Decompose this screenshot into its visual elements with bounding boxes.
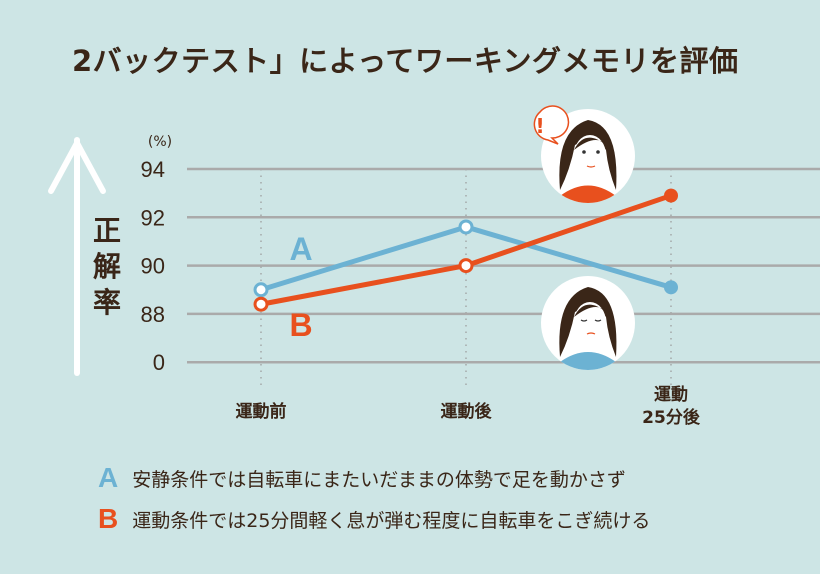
x-tick-label: 25分後: [642, 407, 701, 428]
page-title: 2バックテスト」によってワーキングメモリを評価: [72, 44, 739, 78]
legend-text-b: 運動条件では25分間軽く息が弾む程度に自転車をこぎ続ける: [132, 509, 651, 532]
legend-item-a: A 安静条件では自転車にまたいだままの体勢で足を動かさず: [98, 462, 626, 494]
legend-key-a: A: [98, 462, 119, 493]
data-point-b: [458, 258, 474, 274]
woman-alert-icon: [541, 109, 635, 203]
legend-text-a: 安静条件では自転車にまたいだままの体勢で足を動かさず: [132, 468, 626, 491]
y-tick-label: 0: [153, 350, 165, 375]
woman-tired-icon: [541, 276, 635, 370]
data-point-b: [253, 296, 269, 312]
y-axis-label: 正解率: [92, 214, 121, 319]
y-unit-label: (%): [148, 134, 172, 150]
x-tick-label: 運動: [654, 384, 688, 405]
data-point-a: [253, 282, 269, 298]
data-point-a: [664, 280, 678, 295]
x-tick-label: 運動前: [236, 401, 287, 422]
up-arrow-icon: [48, 137, 106, 376]
legend-item-b: B 運動条件では25分間軽く息が弾む程度に自転車をこぎ続ける: [98, 503, 650, 535]
series-label-a: A: [289, 231, 312, 267]
data-point-a: [458, 219, 474, 235]
x-tick-label: 運動後: [441, 401, 493, 422]
y-tick-label: 88: [141, 302, 165, 327]
svg-text:!: !: [535, 114, 544, 138]
y-tick-label: 94: [141, 157, 165, 182]
data-point-b: [664, 188, 678, 203]
y-tick-label: 92: [141, 205, 165, 230]
legend-key-b: B: [98, 503, 119, 534]
exclamation-bubble-icon: !: [533, 105, 570, 145]
y-tick-label: 90: [141, 254, 165, 279]
series-label-b: B: [289, 307, 312, 343]
